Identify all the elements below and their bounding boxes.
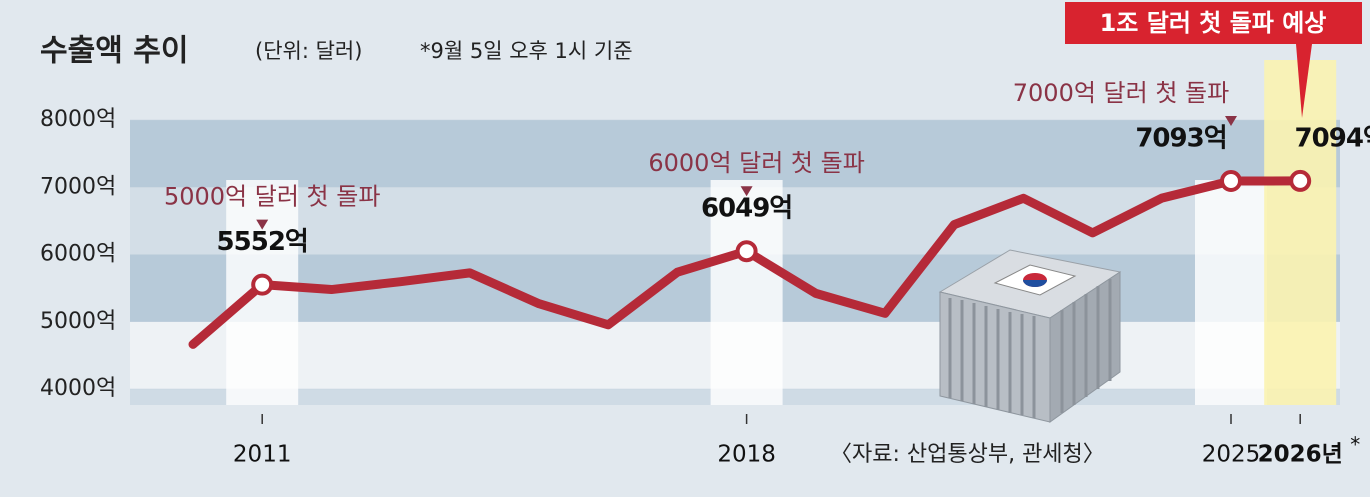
y-tick-label: 5000억 — [40, 309, 116, 334]
y-tick-label: 4000억 — [40, 376, 116, 401]
annotation: 7000억 달러 첫 돌파 — [1013, 79, 1229, 107]
point — [1220, 169, 1242, 192]
highlight-arrow — [1296, 44, 1312, 118]
y-tick-label: 8000억 — [40, 107, 116, 132]
highlight-column — [1195, 180, 1267, 405]
highlight-column — [710, 180, 783, 405]
highlight-box — [1065, 2, 1362, 44]
x-tick-label: 2025 — [1202, 442, 1261, 468]
highlight-column — [1264, 60, 1337, 405]
band — [130, 120, 1340, 188]
annotation-arrow — [1225, 115, 1237, 126]
source: 〈자료: 산업통상부, 관세청〉 — [830, 442, 1105, 467]
annotation-arrow — [740, 186, 753, 197]
annotation: 5000억 달러 첫 돌파 — [164, 183, 380, 211]
point — [735, 240, 758, 263]
plot: 5552억 6049억 7093억 7094억 5000억 달러 첫 돌파 6000억 달… — [164, 79, 1370, 349]
subtitle: (단위: 달러) — [255, 39, 362, 63]
x-tick-label: 2011 — [233, 442, 292, 468]
chart-title: 수출액 추이 — [40, 34, 188, 69]
y-tick-label: 7000억 — [40, 174, 116, 199]
point — [1289, 169, 1312, 192]
columns — [226, 60, 1337, 405]
x-tick-label: 2026년 — [1258, 442, 1343, 468]
x-tick-label: 2018 — [717, 442, 776, 468]
value-label: 7094억 — [1295, 123, 1370, 153]
value-label: 5552억 — [217, 227, 308, 257]
y-tick-label: 6000억 — [40, 242, 116, 267]
note: *9월 5일 오후 1시 기준 — [420, 39, 633, 63]
annotation-arrow — [256, 219, 269, 230]
annotation: 6000억 달러 첫 돌파 — [648, 149, 864, 177]
value-label: 7093억 — [1135, 123, 1226, 153]
point — [251, 273, 274, 296]
value-label: 6049억 — [701, 194, 792, 224]
container-icon — [938, 249, 1122, 423]
highlight-text: 1조 달러 첫 돌파 예상 — [1100, 9, 1327, 37]
footnote-mark: * — [1350, 433, 1360, 457]
